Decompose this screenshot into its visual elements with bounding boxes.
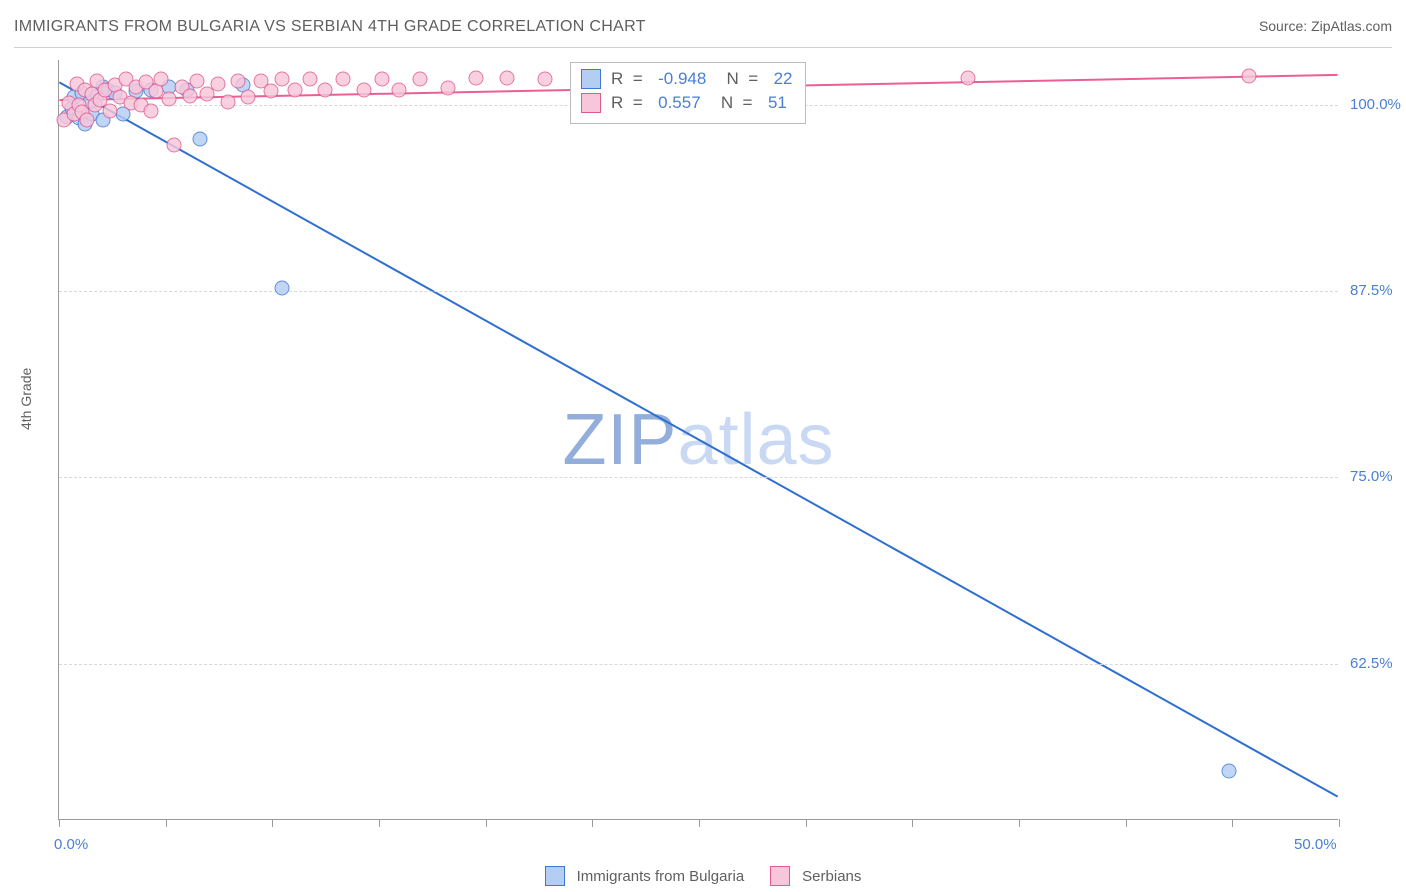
data-point [192,131,207,146]
stats-legend-row: R = -0.948 N = 22 [581,67,793,91]
x-tick [379,819,380,827]
data-point [538,72,553,87]
x-tick [592,819,593,827]
data-point [412,72,427,87]
data-point [960,70,975,85]
x-tick [272,819,273,827]
data-point [274,72,289,87]
x-tick [166,819,167,827]
x-tick-label: 50.0% [1294,836,1337,853]
x-tick [699,819,700,827]
legend-item-serbians: Serbians [770,866,861,886]
data-point [469,70,484,85]
plot-area: ZIPatlas [58,60,1338,820]
y-tick-label: 75.0% [1350,468,1393,485]
data-point [500,70,515,85]
data-point [356,82,371,97]
data-point [374,72,389,87]
data-point [1221,763,1236,778]
data-point [274,281,289,296]
data-point [336,72,351,87]
data-point [210,76,225,91]
y-tick-label: 87.5% [1350,282,1393,299]
gridline [59,477,1338,478]
legend-swatch-serbians [770,866,790,886]
chart-header: IMMIGRANTS FROM BULGARIA VS SERBIAN 4TH … [14,18,1392,48]
gridline [59,291,1338,292]
gridline [59,664,1338,665]
y-axis-label: 4th Grade [18,368,34,430]
data-point [162,91,177,106]
trend-lines-layer [59,60,1338,819]
x-tick [1019,819,1020,827]
data-point [103,103,118,118]
data-point [264,84,279,99]
data-point [231,73,246,88]
x-tick [1126,819,1127,827]
chart-source: Source: ZipAtlas.com [1259,18,1392,34]
x-tick [1339,819,1340,827]
trend-line [59,82,1337,796]
data-point [80,112,95,127]
stats-swatch [581,69,601,89]
x-tick [59,819,60,827]
x-tick [1232,819,1233,827]
data-point [241,90,256,105]
y-tick-label: 62.5% [1350,655,1393,672]
x-tick [912,819,913,827]
data-point [287,82,302,97]
stats-legend-row: R = 0.557 N = 51 [581,91,793,115]
x-tick [486,819,487,827]
x-tick [806,819,807,827]
data-point [318,82,333,97]
x-tick-label: 0.0% [54,836,88,853]
chart-title: IMMIGRANTS FROM BULGARIA VS SERBIAN 4TH … [14,18,646,36]
legend-label-bulgaria: Immigrants from Bulgaria [577,868,745,885]
data-point [167,137,182,152]
y-tick-label: 100.0% [1350,96,1401,113]
data-point [392,82,407,97]
data-point [182,88,197,103]
data-point [220,94,235,109]
data-point [154,72,169,87]
data-point [302,72,317,87]
data-point [1242,69,1257,84]
data-point [144,103,159,118]
stats-legend: R = -0.948 N = 22R = 0.557 N = 51 [570,62,806,124]
data-point [190,73,205,88]
data-point [441,81,456,96]
legend-item-bulgaria: Immigrants from Bulgaria [545,866,745,886]
legend-swatch-bulgaria [545,866,565,886]
stats-swatch [581,93,601,113]
series-legend: Immigrants from Bulgaria Serbians [0,866,1406,886]
legend-label-serbians: Serbians [802,868,861,885]
